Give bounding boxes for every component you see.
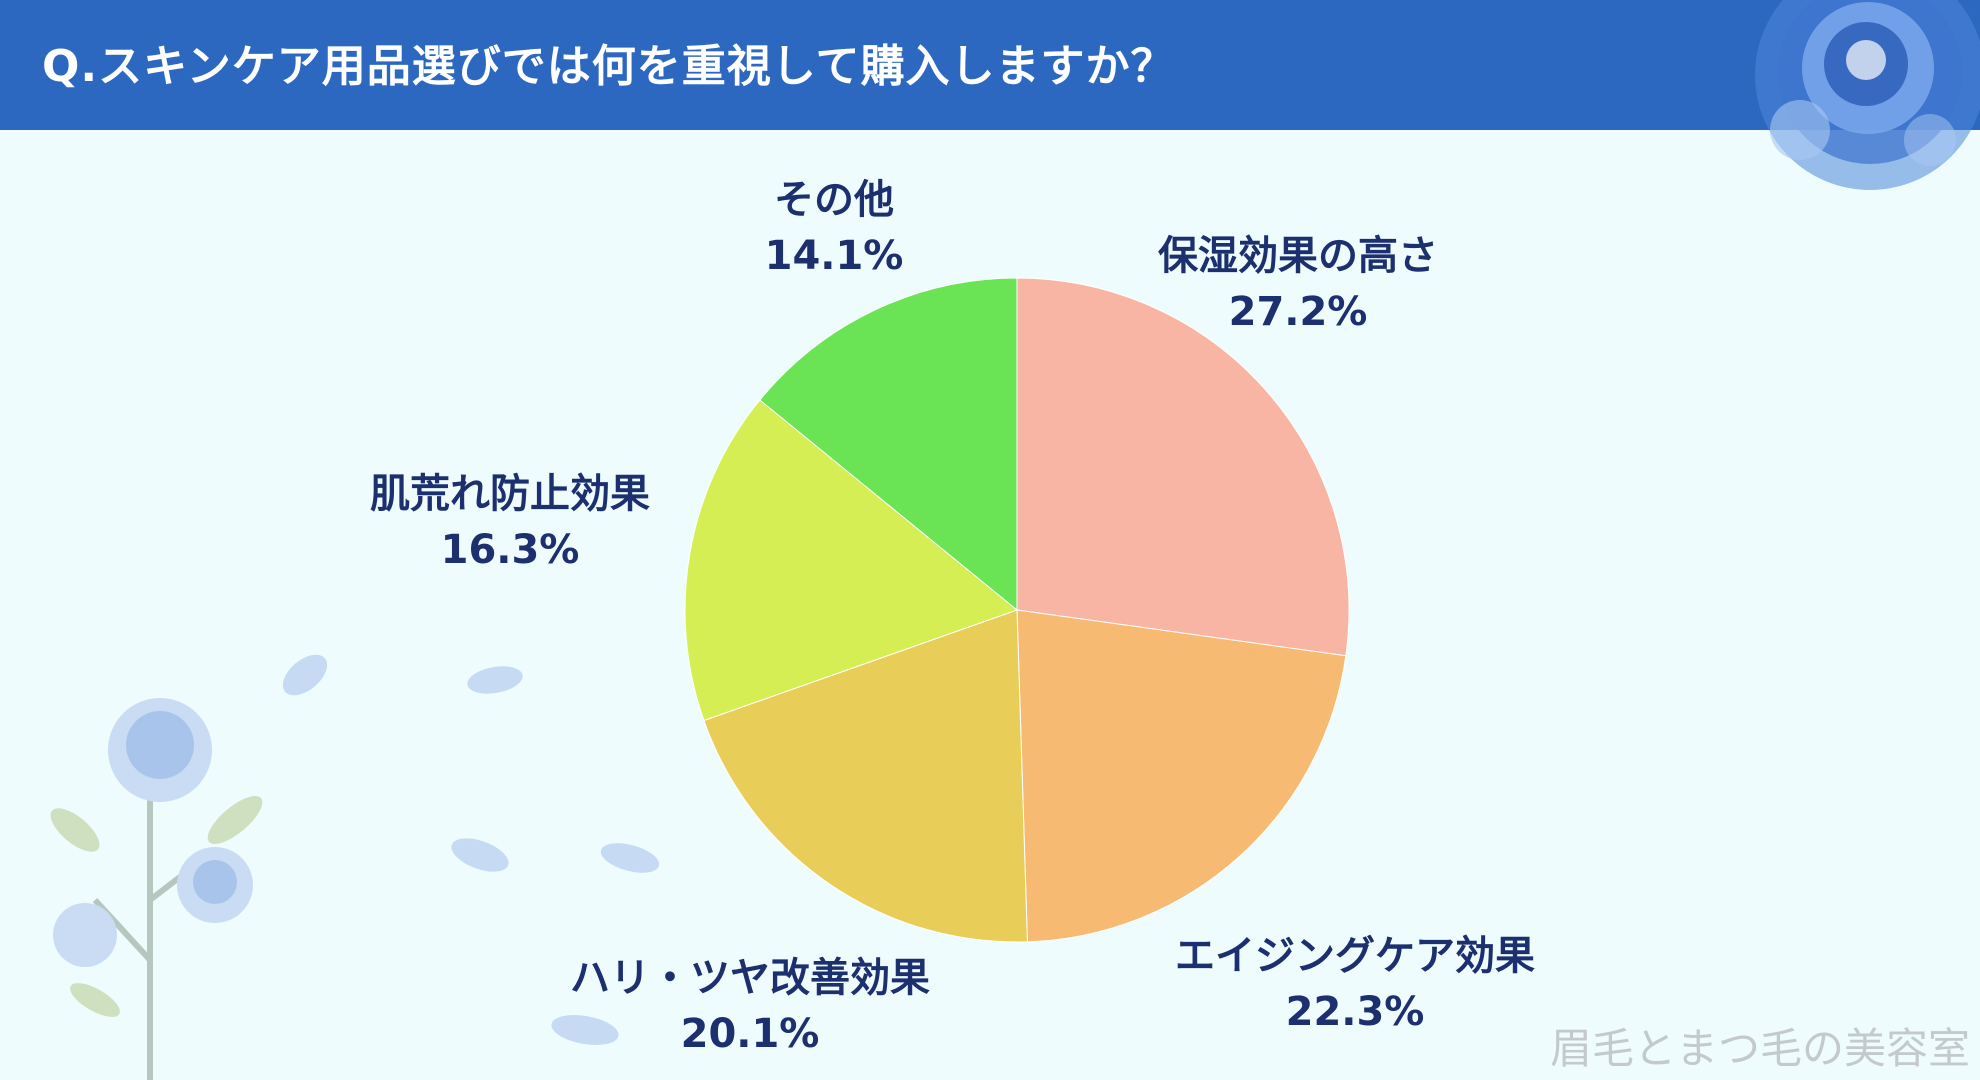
pie-slice-2 [703, 609, 1028, 943]
slice-label-text: その他 [774, 177, 894, 223]
petal-decorations [282, 654, 660, 1045]
slice-value: 14.1% [764, 233, 904, 279]
rose-illustration-top [1755, 0, 1980, 190]
slice-value: 27.2% [1228, 289, 1368, 335]
slice-value: 22.3% [1285, 989, 1425, 1035]
rose-illustration-bottom [50, 698, 263, 1080]
slice-label-moisture: 保湿効果の高さ 27.2% [1158, 228, 1438, 340]
slice-label-text: 肌荒れ防止効果 [370, 471, 650, 517]
page-title: Q.スキンケア用品選びでは何を重視して購入しますか？ [42, 41, 1176, 92]
pie-slice-3 [684, 399, 1019, 722]
slice-label-aging-care: エイジングケア効果 22.3% [1175, 928, 1535, 1040]
slice-label-text: 保湿効果の高さ [1158, 233, 1438, 279]
slice-label-text: ハリ・ツヤ改善効果 [570, 955, 930, 1001]
pie-slice-0 [1016, 277, 1350, 657]
pie-slice-1 [1016, 609, 1347, 943]
slice-label-firmness: ハリ・ツヤ改善効果 20.1% [570, 950, 930, 1062]
slice-label-other: その他 14.1% [765, 172, 904, 284]
slice-value: 16.3% [440, 527, 580, 573]
pie-slice-4 [759, 277, 1018, 612]
title-banner: Q.スキンケア用品選びでは何を重視して購入しますか？ [0, 0, 1980, 130]
slice-label-text: エイジングケア効果 [1175, 933, 1535, 979]
slice-label-rough-skin: 肌荒れ防止効果 16.3% [370, 466, 650, 578]
slice-value: 20.1% [680, 1011, 820, 1057]
watermark: 眉毛とまつ毛の美容室 [1549, 1024, 1970, 1073]
